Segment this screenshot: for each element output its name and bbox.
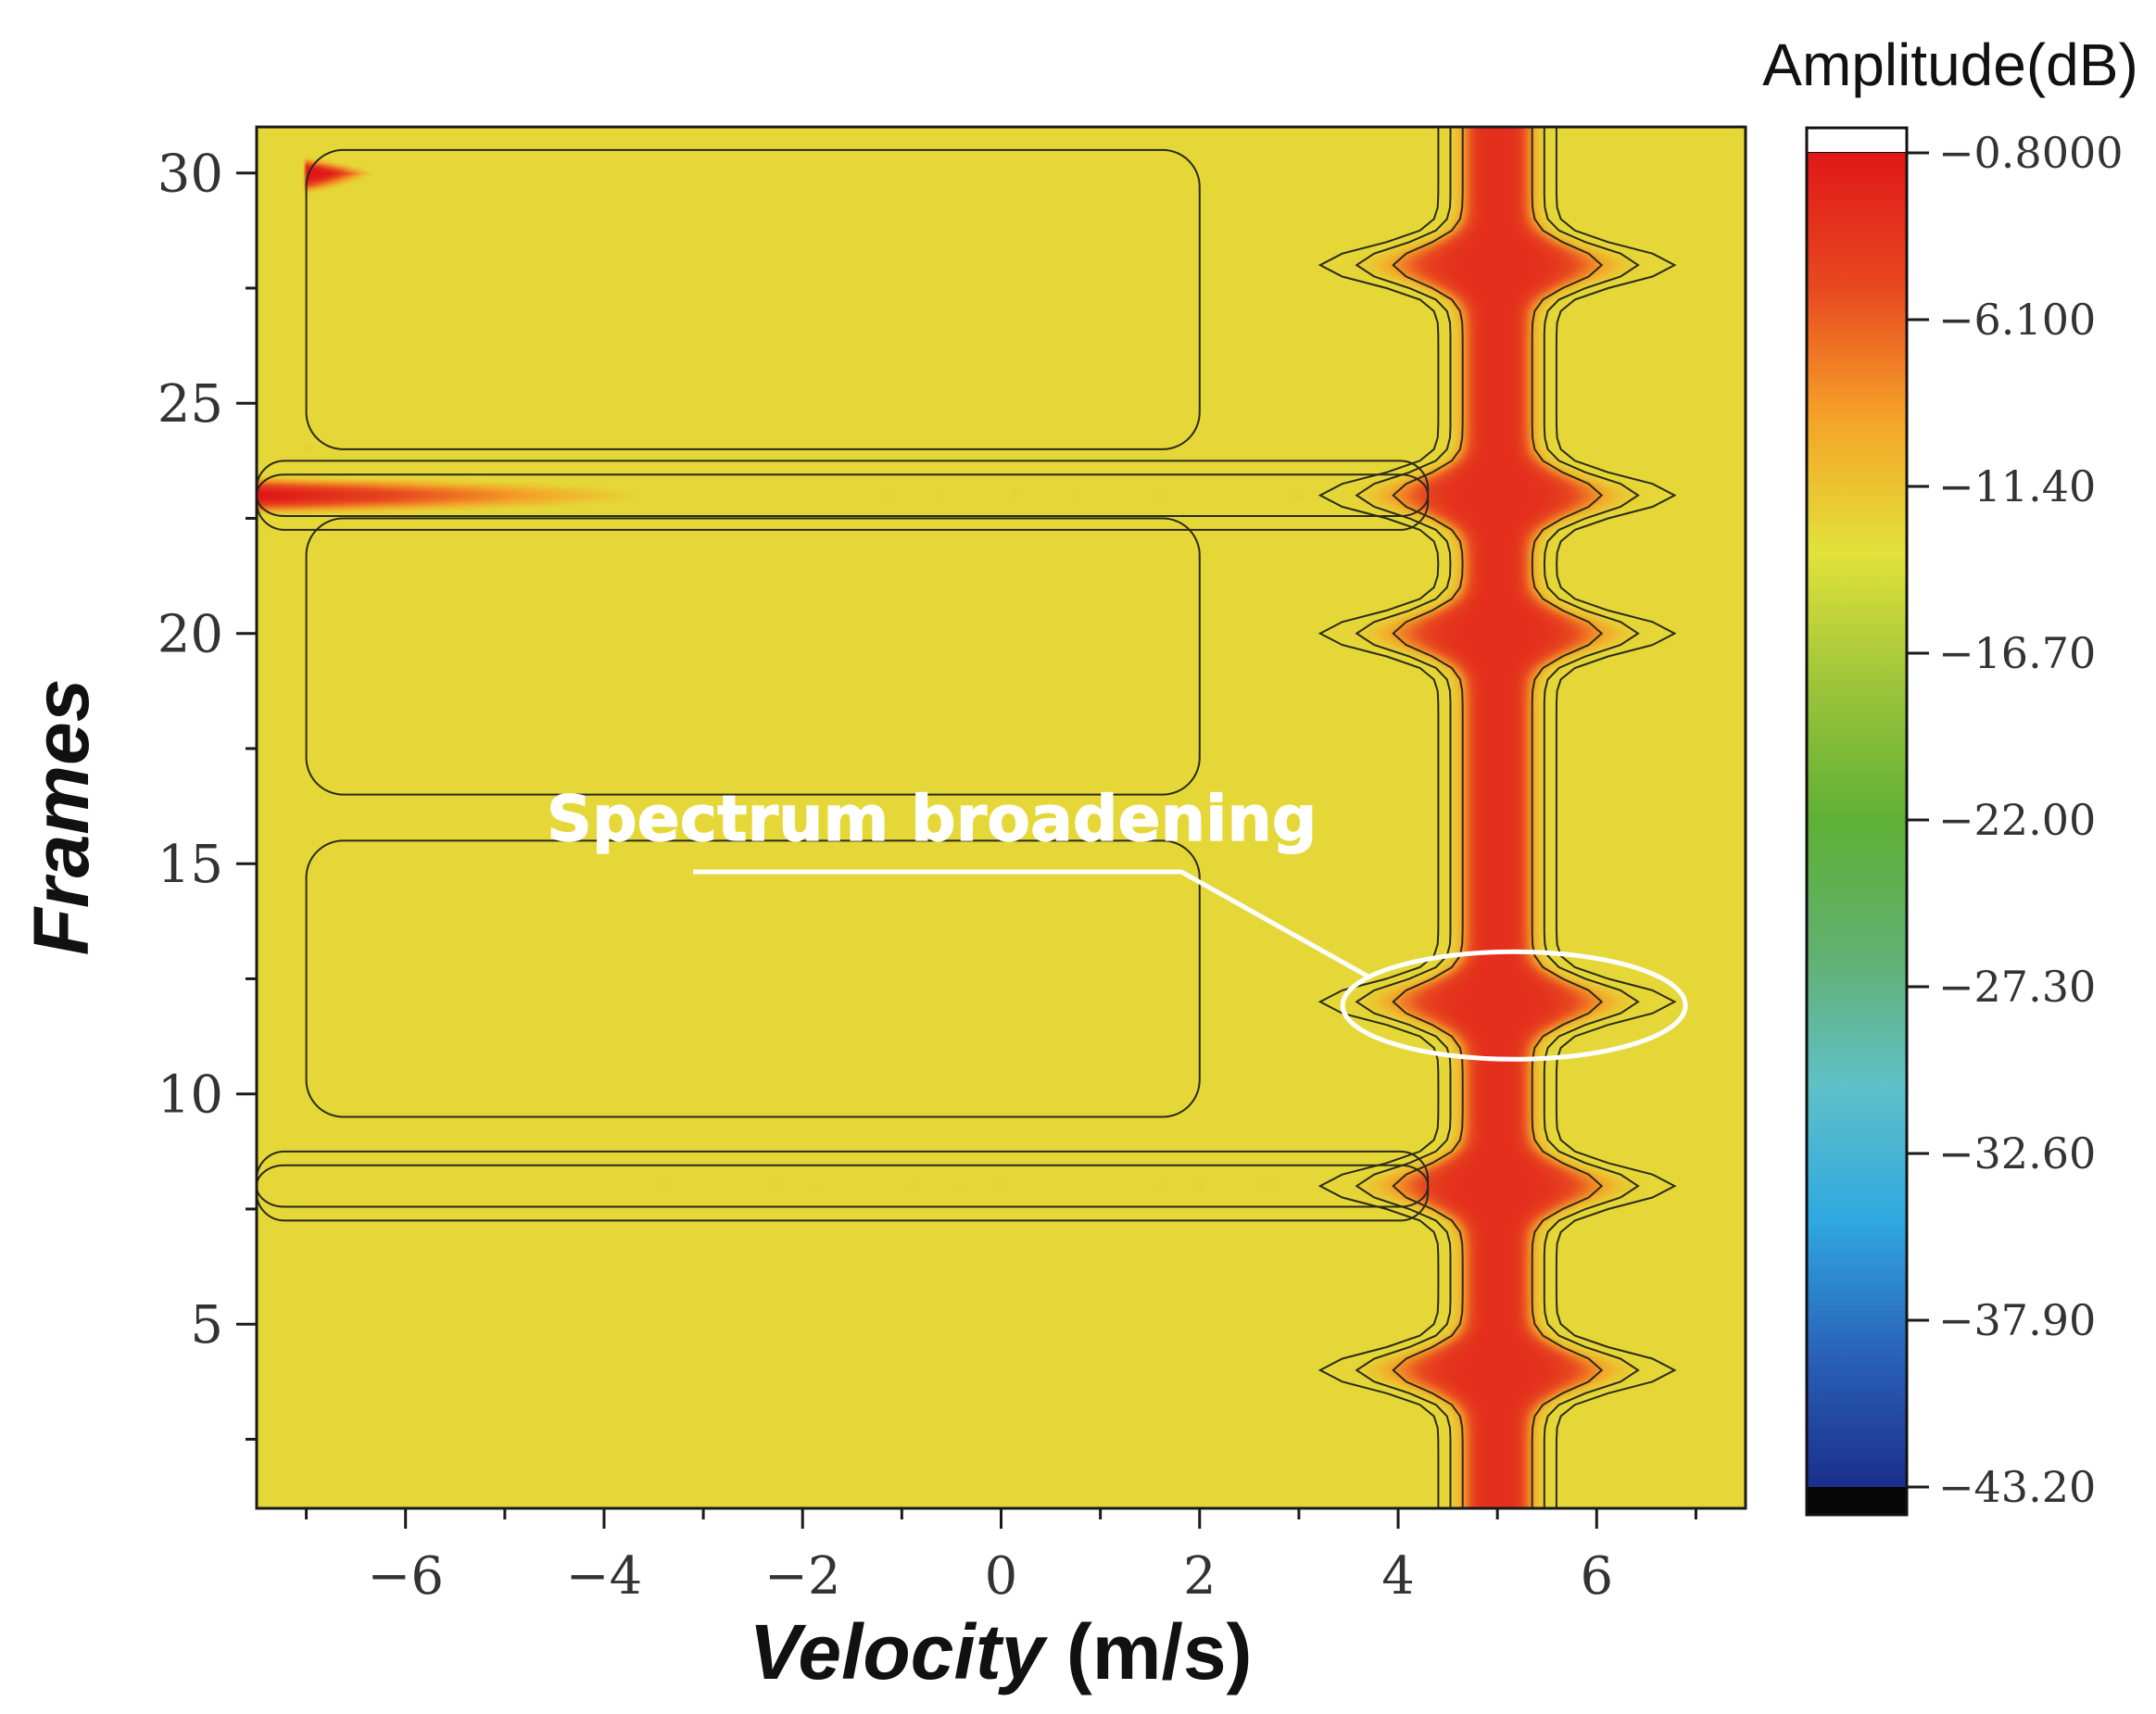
band-contour-1-1: [257, 460, 1430, 531]
spectrum-broadening-annotation: Spectrum broadening: [546, 782, 1688, 1062]
target-contour-right-0: [1531, 127, 1604, 1508]
colorbar-tick-label: −0.8000: [1938, 128, 2124, 178]
annotation-ellipse: [1340, 949, 1688, 1062]
y-tick-label: 30: [158, 145, 223, 205]
x-tick-label: 6: [1580, 1546, 1613, 1607]
y-tick-label: 15: [158, 835, 223, 895]
contour-lines: [257, 127, 1677, 1508]
x-tick-label: 4: [1381, 1546, 1415, 1607]
colorbar-tick-label: −32.60: [1938, 1128, 2096, 1178]
y-axis-title: Frames: [18, 679, 105, 956]
colorbar-tick-label: −37.90: [1938, 1295, 2096, 1345]
y-tick-label: 5: [190, 1295, 223, 1355]
target-contour-left-0: [1392, 127, 1464, 1508]
x-tick-label: −6: [367, 1546, 444, 1607]
annotation-leader-line: [693, 869, 1372, 980]
colorbar-tick-label: −11.40: [1938, 461, 2096, 511]
colorbar-tick-label: −22.00: [1938, 795, 2096, 845]
x-tick-label: −4: [566, 1546, 643, 1607]
low-region-contour-2: [305, 148, 1201, 450]
x-tick-label: 0: [985, 1546, 1018, 1607]
y-tick-label: 25: [158, 374, 223, 435]
y-axis: 5 10 15 20 25 30: [158, 145, 257, 1441]
colorbar-black-cap: [1807, 1487, 1907, 1515]
y-tick-label: 10: [158, 1065, 223, 1126]
x-axis-title-unit: (m/s): [1045, 1608, 1253, 1695]
x-tick-label: −2: [764, 1546, 841, 1607]
colorbar-tick-label: −6.100: [1938, 295, 2096, 345]
colorbar-tick-label: −43.20: [1938, 1462, 2096, 1512]
colorbar-tick-label: −16.70: [1938, 628, 2096, 678]
colorbar-tick-label: −27.30: [1938, 962, 2096, 1012]
x-axis: −6 −4 −2 0 2 4 6: [305, 1508, 1697, 1607]
target-contour-right-1: [1543, 127, 1640, 1508]
x-tick-label: 2: [1183, 1546, 1217, 1607]
colorbar-ticks: −0.8000 −6.100 −11.40 −16.70 −22.00 −27.30 −32…: [1907, 128, 2124, 1512]
colorbar-title: Amplitude(dB): [1762, 32, 2138, 98]
x-axis-title: Velocity (m/s): [749, 1608, 1252, 1695]
amplitude-heatmap: [257, 127, 1746, 1508]
target-contour-left-2: [1318, 127, 1440, 1508]
colorbar-white-cap: [1806, 127, 1908, 154]
band-contour-0-1: [257, 1150, 1430, 1222]
colorbar-gradient: [1807, 153, 1907, 1487]
target-contour-right-2: [1555, 127, 1677, 1508]
annotation-label: Spectrum broadening: [547, 783, 1317, 856]
colorbar: Amplitude(dB) −0.8000−6.100−11.40−16.70−…: [1762, 32, 2138, 1517]
target-contour-left-1: [1355, 127, 1452, 1508]
low-region-contour-1: [305, 517, 1201, 796]
x-axis-title-italic: Velocity: [749, 1608, 1048, 1695]
low-region-contour-0: [305, 839, 1201, 1118]
plot-area: [255, 125, 1747, 1510]
y-tick-label: 20: [158, 605, 223, 665]
